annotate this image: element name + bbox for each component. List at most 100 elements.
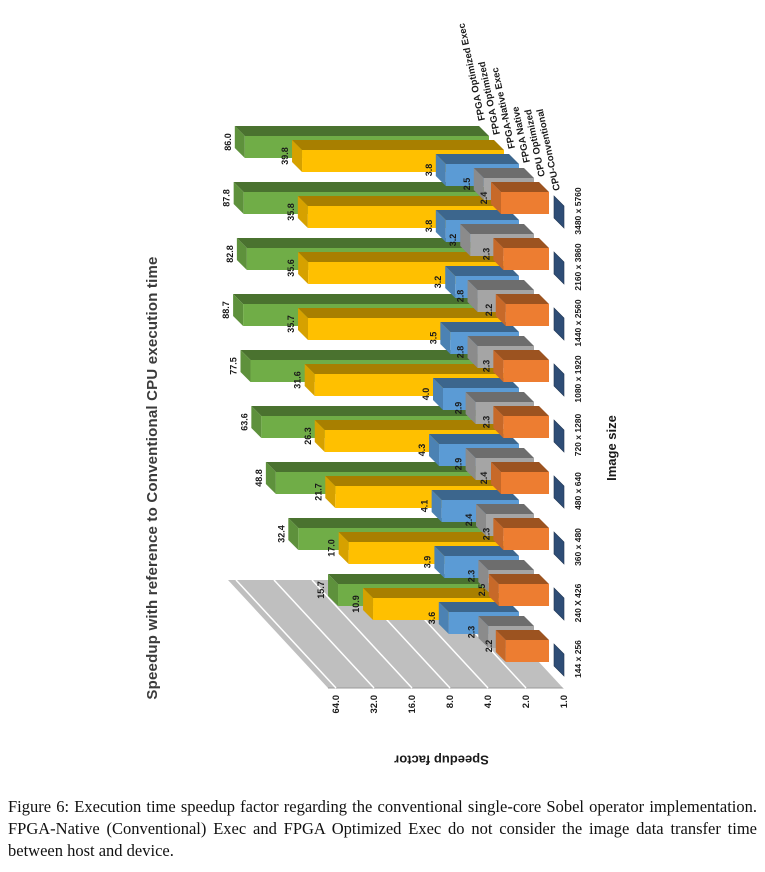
figure-caption: Figure 6: Execution time speedup factor … [8, 796, 757, 861]
bar-side [493, 406, 549, 416]
value-tick-label: 64.0 [331, 695, 342, 714]
bar-top [431, 490, 442, 522]
bar-side [493, 350, 549, 360]
bar-side [491, 462, 549, 472]
value-tick-label: 2.0 [521, 695, 532, 708]
bar-side [338, 532, 504, 542]
bar-top [297, 196, 308, 228]
bar-top [495, 630, 506, 662]
bar-value-label: 32.4 [276, 525, 286, 543]
value-tick-label: 32.0 [369, 695, 380, 714]
bar-top [236, 238, 247, 270]
bar-front [501, 472, 550, 494]
bar-value-label: 2.5 [462, 178, 472, 191]
bar-side [314, 420, 504, 430]
bar-side [297, 196, 504, 206]
bar-top [234, 126, 245, 158]
bar-top [433, 378, 443, 410]
bar-side [292, 140, 504, 150]
chart-landscape: Speedup with reference to Conventional C… [122, 8, 642, 788]
bar-value-label: 2.2 [484, 304, 494, 317]
bar-value-label: 2.4 [479, 192, 489, 205]
bar-value-label: 35.6 [286, 259, 296, 277]
bar-top [338, 532, 349, 564]
bar-side [288, 518, 489, 528]
bar-side [435, 210, 519, 220]
bar-side [493, 518, 549, 528]
bar-value-label: 3.5 [428, 332, 438, 345]
bar-value-label: 2.8 [456, 290, 466, 303]
category-label: 240 X 426 [573, 583, 583, 622]
value-tick-label: 4.0 [483, 695, 494, 708]
bar-top [491, 182, 502, 214]
bar-value-label: 35.7 [286, 315, 296, 333]
bar-value-label: 4.3 [417, 444, 427, 457]
bar-top [491, 462, 502, 494]
bar-side [465, 448, 534, 458]
bar-top [434, 546, 445, 578]
figure-6: Speedup with reference to Conventional C… [122, 8, 642, 788]
bar-tile [553, 587, 565, 621]
bar-top [292, 140, 303, 172]
bar-top [467, 280, 478, 312]
bar-value-label: 77.5 [229, 357, 239, 375]
bar-value-label: 3.6 [427, 612, 437, 625]
figure-caption-label: Figure 6: [8, 797, 70, 816]
bar-side [478, 616, 534, 626]
category-label: 3480 x 5760 [573, 187, 583, 235]
bar-front [503, 248, 550, 270]
bar-side [240, 350, 489, 360]
bar-side [476, 504, 534, 514]
bar-top [478, 616, 489, 648]
bar-top [493, 350, 504, 382]
bar-side [467, 336, 534, 346]
bar-top [473, 168, 484, 200]
bar-tile [553, 643, 565, 677]
bar-value-label: 86.0 [223, 133, 233, 151]
bar-value-label: 3.2 [433, 276, 443, 289]
bar-value-label: 4.0 [421, 388, 431, 401]
bar-side [236, 238, 489, 248]
bar-front [503, 528, 550, 550]
bar-top [493, 406, 504, 438]
bar-front [503, 360, 550, 382]
bar-value-label: 2.5 [477, 584, 487, 597]
bar-front [498, 584, 549, 606]
chart-rotation-wrapper: Speedup with reference to Conventional C… [122, 8, 642, 788]
chart-title: Speedup with reference to Conventional C… [144, 256, 161, 700]
bar-side [233, 182, 489, 192]
bar-top [488, 574, 499, 606]
bar-tile [553, 363, 565, 397]
bar-side [488, 574, 549, 584]
bar-value-label: 2.2 [484, 640, 494, 653]
bar-value-label: 10.9 [351, 595, 361, 613]
bar-tile [553, 251, 565, 285]
bar-side [495, 294, 549, 304]
bar-value-label: 17.0 [327, 539, 337, 557]
bar-value-label: 3.8 [424, 220, 434, 233]
bar-value-label: 2.3 [466, 570, 476, 583]
bar-top [438, 602, 449, 634]
bar-side [473, 168, 534, 178]
value-axis-title: Speedup factor [394, 752, 489, 768]
bar-top [465, 392, 476, 424]
bar-value-label: 2.9 [454, 458, 464, 471]
bar-side [435, 154, 519, 164]
bar-value-label: 2.3 [481, 248, 491, 261]
bar-side [298, 252, 504, 262]
bar-front [501, 192, 550, 214]
bar-value-label: 3.2 [448, 234, 458, 247]
bar-side [431, 490, 519, 500]
bar-top [435, 210, 446, 242]
bar-side [434, 546, 519, 556]
bar-side [251, 406, 489, 416]
bar-value-label: 3.9 [422, 556, 432, 569]
bar-top [288, 518, 299, 550]
bar-top [429, 434, 440, 466]
bar-value-label: 2.3 [481, 416, 491, 429]
value-tick-label: 8.0 [445, 695, 456, 708]
bar-side [493, 238, 549, 248]
bar-top [495, 294, 506, 326]
category-labels: 144 x 256 240 X 426 360 x 480 480 x 640 720 … [573, 187, 583, 678]
bar-side [465, 392, 534, 402]
